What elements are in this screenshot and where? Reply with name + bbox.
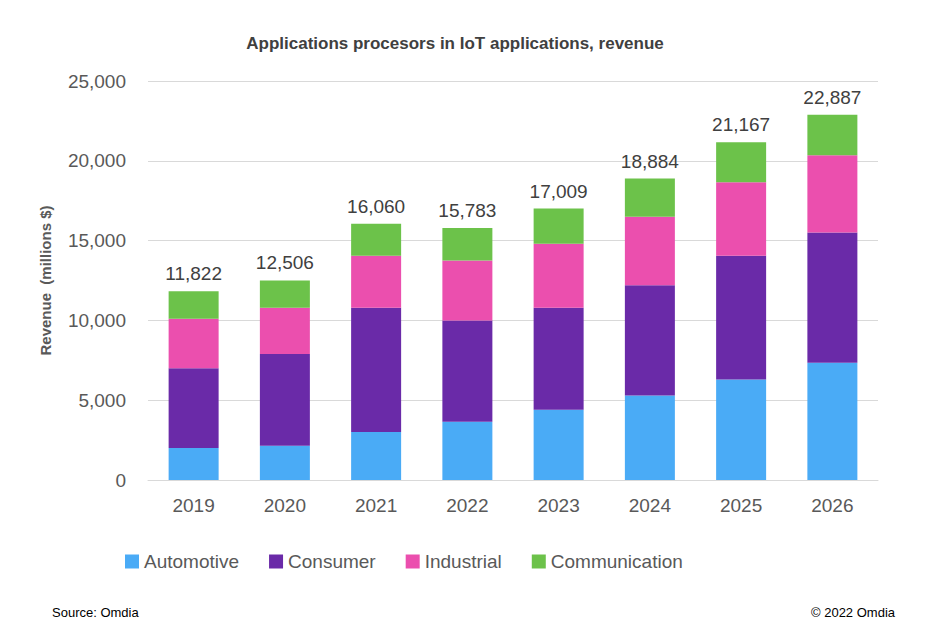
svg-text:2022: 2022 <box>446 495 488 516</box>
svg-text:2020: 2020 <box>264 495 306 516</box>
svg-text:22,887: 22,887 <box>803 87 861 108</box>
svg-text:10,000: 10,000 <box>68 310 126 331</box>
svg-text:15,783: 15,783 <box>438 200 496 221</box>
svg-text:Industrial: Industrial <box>425 551 502 572</box>
svg-text:Consumer: Consumer <box>288 551 376 572</box>
svg-text:5,000: 5,000 <box>78 390 126 411</box>
svg-text:Automotive: Automotive <box>144 551 239 572</box>
svg-text:2023: 2023 <box>537 495 579 516</box>
svg-text:Communication: Communication <box>551 551 683 572</box>
svg-text:© 2022 Omdia: © 2022 Omdia <box>811 605 896 620</box>
svg-text:25,000: 25,000 <box>68 71 126 92</box>
svg-text:21,167: 21,167 <box>712 114 770 135</box>
svg-text:2021: 2021 <box>355 495 397 516</box>
svg-text:11,822: 11,822 <box>165 263 222 284</box>
svg-text:17,009: 17,009 <box>530 181 588 202</box>
svg-text:2025: 2025 <box>720 495 762 516</box>
svg-text:2026: 2026 <box>811 495 853 516</box>
svg-text:15,000: 15,000 <box>68 230 126 251</box>
svg-text:Applications procesors in IoT: Applications procesors in IoT applicatio… <box>246 34 664 53</box>
svg-text:12,506: 12,506 <box>256 252 314 273</box>
svg-text:16,060: 16,060 <box>347 196 405 217</box>
svg-text:2024: 2024 <box>629 495 672 516</box>
svg-text:2019: 2019 <box>172 495 214 516</box>
svg-text:18,884: 18,884 <box>621 151 680 172</box>
svg-text:0: 0 <box>115 470 126 491</box>
svg-text:Source: Omdia: Source: Omdia <box>52 605 139 620</box>
svg-text:Revenue (millions $): Revenue (millions $) <box>37 205 54 355</box>
svg-text:20,000: 20,000 <box>68 150 126 171</box>
